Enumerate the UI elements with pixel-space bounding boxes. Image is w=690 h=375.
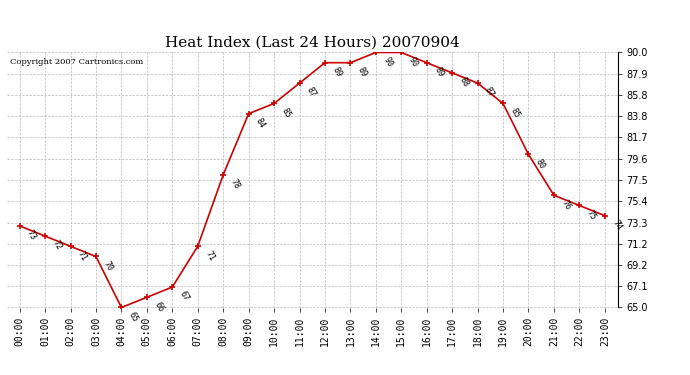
- Text: 76: 76: [560, 198, 572, 211]
- Text: 72: 72: [50, 239, 63, 252]
- Text: 89: 89: [356, 66, 368, 79]
- Title: Heat Index (Last 24 Hours) 20070904: Heat Index (Last 24 Hours) 20070904: [165, 36, 460, 50]
- Text: 87: 87: [483, 86, 496, 99]
- Text: 74: 74: [611, 219, 623, 232]
- Text: 71: 71: [76, 249, 89, 262]
- Text: 85: 85: [279, 106, 293, 120]
- Text: 71: 71: [204, 249, 216, 262]
- Text: 84: 84: [254, 117, 267, 130]
- Text: 78: 78: [228, 178, 242, 191]
- Text: 87: 87: [305, 86, 318, 99]
- Text: 73: 73: [25, 229, 38, 242]
- Text: 85: 85: [509, 106, 522, 120]
- Text: 66: 66: [152, 300, 165, 313]
- Text: 89: 89: [331, 66, 344, 79]
- Text: 75: 75: [585, 208, 598, 222]
- Text: 67: 67: [178, 290, 190, 303]
- Text: 90: 90: [407, 55, 420, 69]
- Text: 90: 90: [382, 55, 394, 69]
- Text: Copyright 2007 Cartronics.com: Copyright 2007 Cartronics.com: [10, 58, 144, 66]
- Text: 88: 88: [457, 76, 471, 89]
- Text: 89: 89: [432, 66, 445, 79]
- Text: 65: 65: [127, 310, 140, 324]
- Text: 80: 80: [534, 157, 547, 171]
- Text: 70: 70: [101, 259, 115, 273]
